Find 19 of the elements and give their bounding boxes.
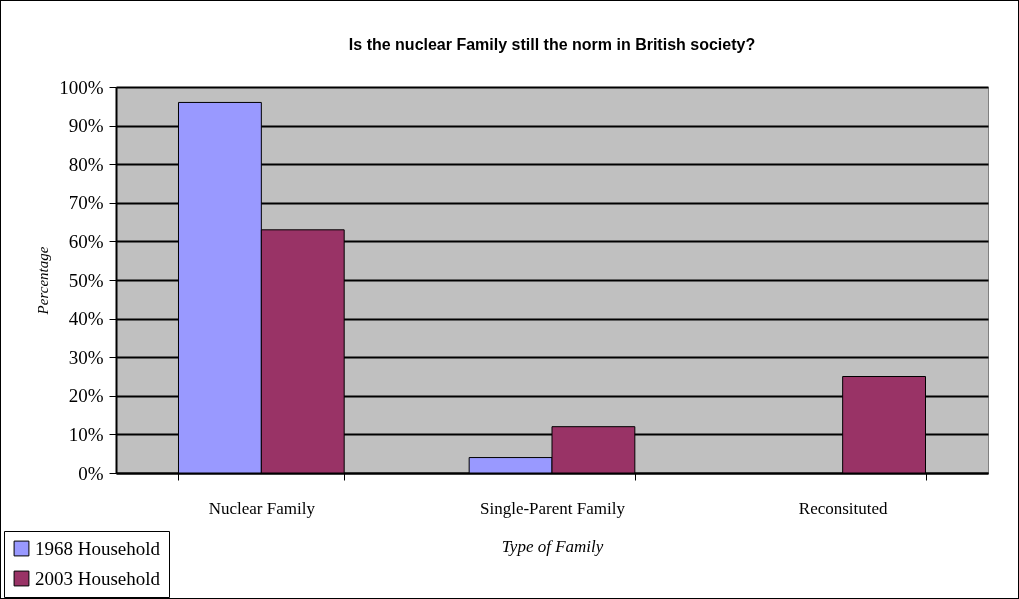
y-tick-label: 60% [68, 230, 104, 252]
x-axis-title: Type of Family [501, 536, 604, 556]
y-tick-label: 80% [68, 153, 104, 175]
y-tick-label: 90% [68, 115, 104, 137]
legend-label: 2003 Household [35, 567, 161, 589]
y-tick-label: 50% [68, 269, 104, 291]
legend-label: 1968 Household [35, 537, 161, 559]
x-tick-label: Nuclear Family [208, 498, 316, 518]
y-tick-label: 10% [68, 423, 104, 445]
x-tick-label: Single-Parent Family [480, 498, 626, 518]
chart-title: Is the nuclear Family still the norm in British society? [348, 36, 756, 53]
y-tick-label: 20% [68, 385, 104, 407]
y-tick-label: 100% [59, 76, 104, 98]
y-axis-title: Percentage [35, 246, 52, 316]
y-tick-label: 30% [68, 346, 104, 368]
y-tick-label: 70% [68, 192, 104, 214]
y-tick-label: 40% [68, 308, 104, 330]
x-tick-label: Reconsituted [798, 498, 889, 518]
y-tick-label: 0% [78, 462, 104, 484]
